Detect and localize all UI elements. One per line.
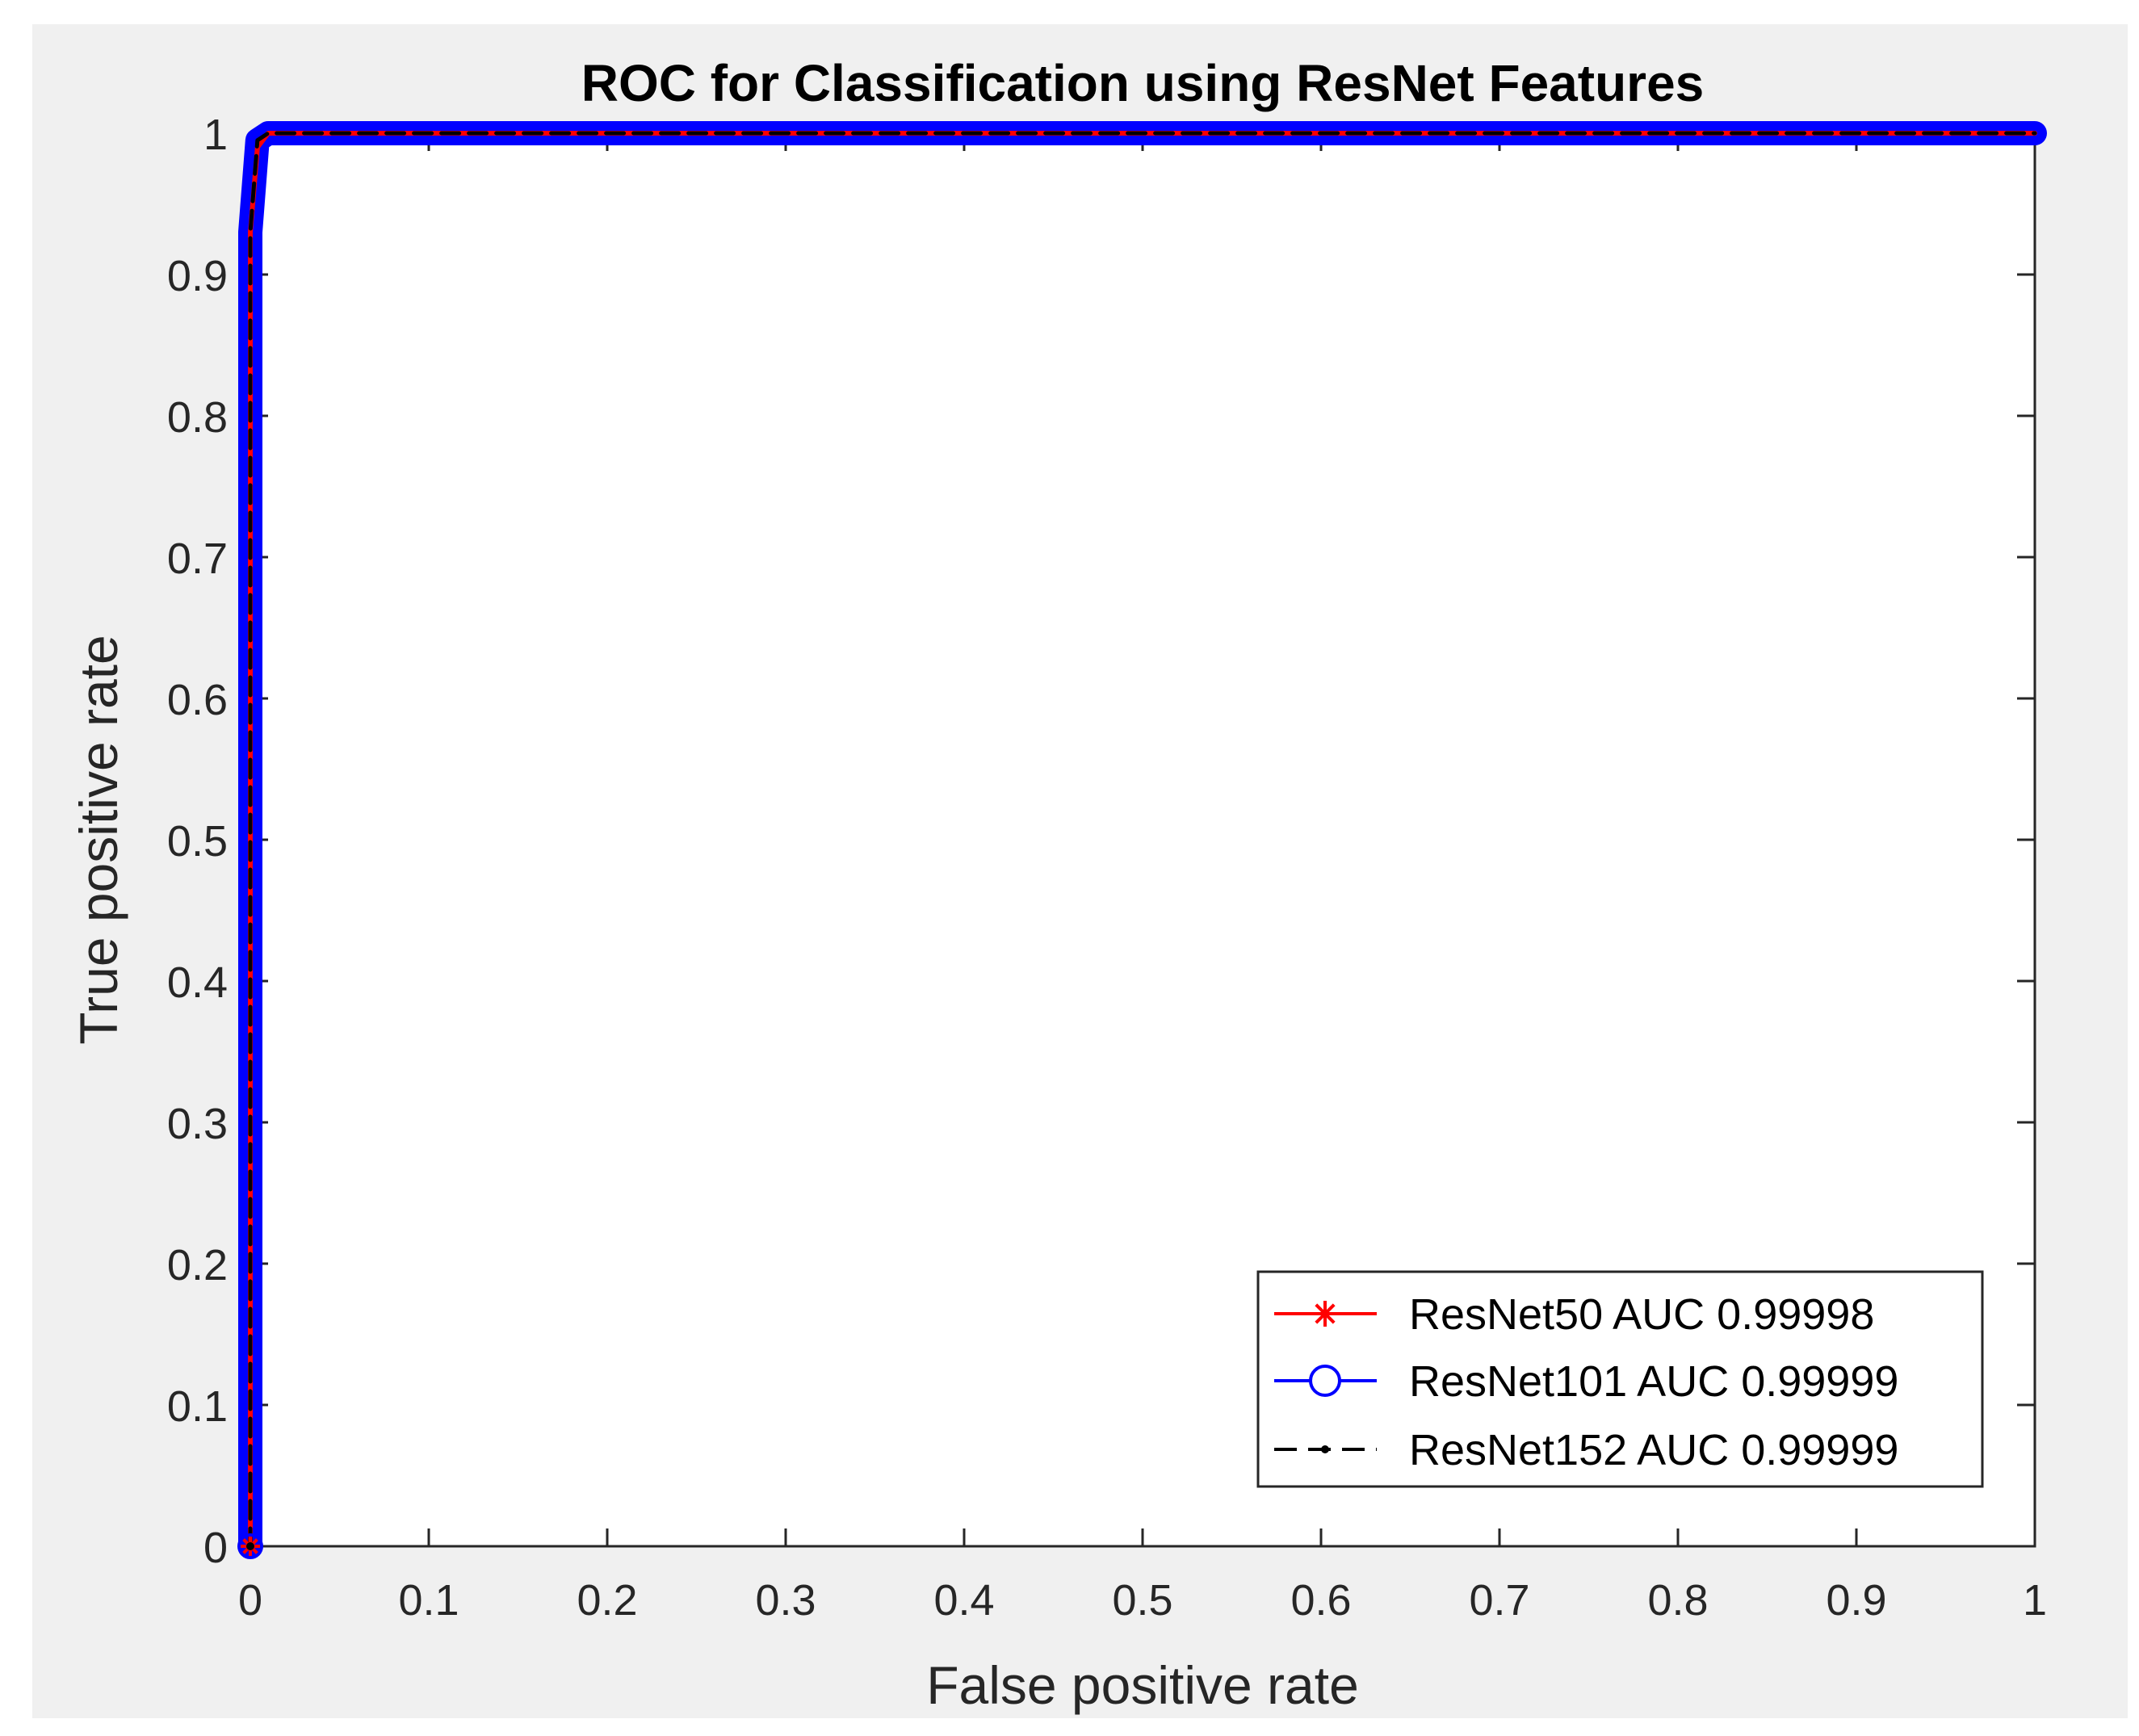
y-tick-labels: 0 0.1 0.2 0.3 0.4 0.5 0.6 0.7 0.8 0.9 1 bbox=[167, 111, 228, 1572]
legend-asterisk-marker bbox=[1312, 1301, 1338, 1327]
y-tick-label: 0.1 bbox=[167, 1382, 228, 1431]
x-tick-label: 0.3 bbox=[755, 1576, 816, 1625]
x-tick-label: 0.2 bbox=[577, 1576, 637, 1625]
y-tick-label: 0.3 bbox=[167, 1100, 228, 1148]
legend-label: ResNet50 AUC 0.99998 bbox=[1409, 1290, 1874, 1339]
x-tick-label: 0.9 bbox=[1826, 1576, 1886, 1625]
x-tick-labels: 0 0.1 0.2 0.3 0.4 0.5 0.6 0.7 0.8 0.9 1 bbox=[238, 1576, 2047, 1625]
x-tick-label: 0.6 bbox=[1290, 1576, 1351, 1625]
legend-label: ResNet152 AUC 0.99999 bbox=[1409, 1426, 1898, 1474]
resnet101-marker bbox=[237, 1533, 263, 1559]
legend-item: ResNet152 AUC 0.99999 bbox=[1274, 1426, 1898, 1474]
legend-item: ResNet101 AUC 0.99999 bbox=[1274, 1357, 1898, 1406]
y-tick-label: 0.8 bbox=[167, 393, 228, 442]
y-tick-label: 0.4 bbox=[167, 958, 228, 1007]
chart-title: ROC for Classification using ResNet Feat… bbox=[581, 54, 1705, 112]
resnet152-marker bbox=[246, 1542, 254, 1550]
y-tick-label: 1 bbox=[203, 111, 228, 159]
x-tick-label: 0.7 bbox=[1469, 1576, 1529, 1625]
series-line-resnet152 bbox=[248, 131, 2037, 1549]
x-axis-label: False positive rate bbox=[926, 1655, 1359, 1715]
x-tick-label: 0 bbox=[238, 1576, 262, 1625]
series-lines bbox=[237, 121, 2047, 1559]
x-tick-label: 0.4 bbox=[933, 1576, 994, 1625]
y-tick-label: 0.7 bbox=[167, 535, 228, 583]
x-tick-label: 1 bbox=[2023, 1576, 2047, 1625]
y-axis-label: True positive rate bbox=[69, 635, 128, 1044]
x-tick-label: 0.1 bbox=[398, 1576, 459, 1625]
legend-items: ResNet50 AUC 0.99998 ResNet101 AUC 0.9999… bbox=[1274, 1290, 1898, 1474]
y-tick-label: 0.9 bbox=[167, 252, 228, 300]
x-tick-label: 0.5 bbox=[1112, 1576, 1172, 1625]
y-tick-label: 0.5 bbox=[167, 817, 228, 866]
legend-circle-marker bbox=[1309, 1365, 1341, 1397]
y-tick-label: 0 bbox=[203, 1524, 228, 1572]
y-tick-label: 0.2 bbox=[167, 1241, 228, 1289]
legend-box bbox=[1256, 1270, 1984, 1488]
legend-item: ResNet50 AUC 0.99998 bbox=[1274, 1290, 1874, 1339]
y-tick-label: 0.6 bbox=[167, 676, 228, 724]
x-tick-label: 0.8 bbox=[1647, 1576, 1708, 1625]
legend: ResNet50 AUC 0.99998 ResNet101 AUC 0.9999… bbox=[1256, 1270, 1984, 1488]
legend-label: ResNet101 AUC 0.99999 bbox=[1409, 1357, 1898, 1406]
legend-point-marker bbox=[1321, 1445, 1329, 1453]
